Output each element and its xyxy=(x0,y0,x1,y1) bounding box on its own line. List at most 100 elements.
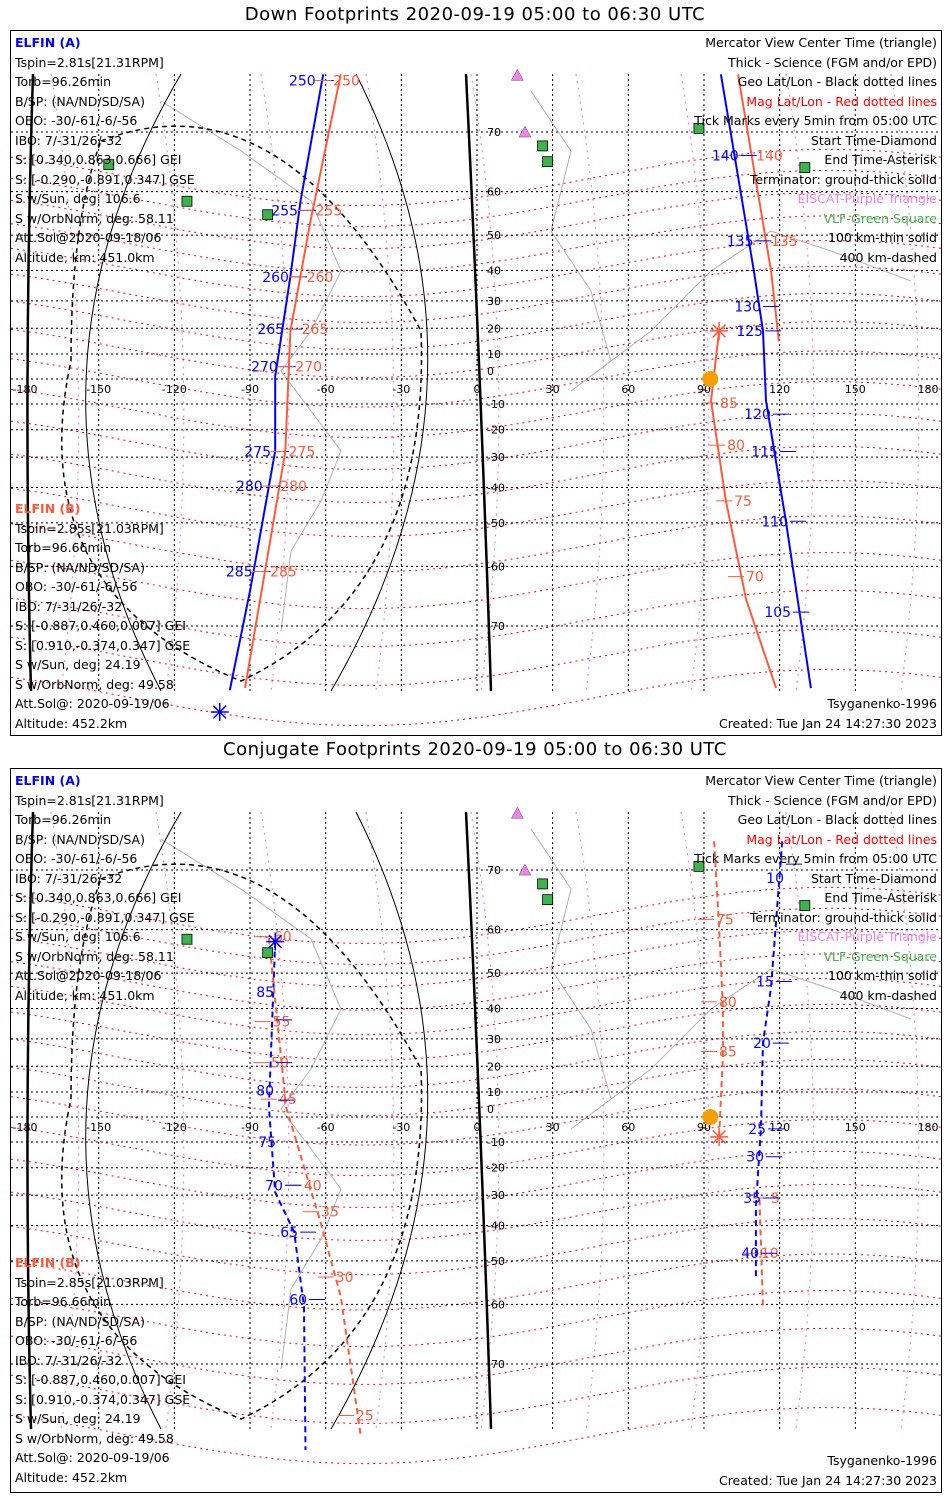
elfin-a-header: ELFIN (A) xyxy=(15,35,81,50)
terminator-100km-east xyxy=(330,73,429,692)
mag-meridian xyxy=(575,811,605,1430)
time-tick-label: 25 xyxy=(748,1122,766,1138)
lon-tick-label: -60 xyxy=(317,1121,335,1134)
lat-tick-label: -40 xyxy=(487,1220,505,1233)
legend-line: Terminator: ground-thick solid xyxy=(749,171,937,187)
lon-tick-label: 120 xyxy=(769,383,790,396)
elfin-a-info-line: S: [-0.290,-0.891,0.347] GSE xyxy=(15,909,195,925)
vlf-square-icon xyxy=(799,900,811,911)
time-tick-label: 255 xyxy=(271,203,298,219)
terminator-ground-west xyxy=(26,811,35,1430)
lat-tick-label: -30 xyxy=(487,1189,505,1202)
time-tick-label: 125 xyxy=(736,324,763,340)
mag-latitude-line xyxy=(11,1407,941,1465)
time-tick-label: 35 xyxy=(321,1205,339,1221)
elfin-b-track xyxy=(713,841,724,1137)
legend-line: EISCAT-Purple Triangle xyxy=(797,929,937,944)
elfin-a-info-line: S: [0.340,0.863,0.666] GEI xyxy=(15,152,182,167)
elfin-a-info-line: B/SP: (NA/ND/SD/SA) xyxy=(15,831,145,847)
lat-tick-label: -20 xyxy=(487,424,505,437)
legend: Mercator View Center Time (triangle) Thic… xyxy=(694,771,937,1005)
lon-tick-label: -180 xyxy=(13,1121,38,1134)
elfin-a-info-line: S w/Sun, deg: 106.6 xyxy=(15,191,141,206)
elfin-b-header: ELFIN (B) xyxy=(15,501,81,516)
legend-line: 400 km-dashed xyxy=(839,987,937,1003)
coastline xyxy=(160,90,912,632)
mag-meridian xyxy=(50,811,80,1430)
time-tick-label: 25 xyxy=(356,1408,374,1424)
time-tick-label: 285 xyxy=(226,564,253,580)
mag-meridian xyxy=(50,73,80,692)
elfin-b-info-line: S: [0.910,-0.374,0.347] GSE xyxy=(15,1391,191,1407)
lat-tick-label: 10 xyxy=(487,1086,501,1099)
time-tick-label: 280 xyxy=(280,479,307,495)
time-tick-label: 110 xyxy=(761,514,788,530)
time-tick-label: 135 xyxy=(771,234,798,250)
mag-meridian xyxy=(890,73,920,692)
eiscat-triangle-icon xyxy=(518,863,532,876)
lat-tick-label: -30 xyxy=(487,451,505,464)
mag-meridian xyxy=(575,73,605,692)
lon-tick-label: 0 xyxy=(474,1121,481,1134)
time-tick-label: 75 xyxy=(734,494,752,510)
elfin-a-track xyxy=(719,74,812,689)
legend-line: End Time-Asterisk xyxy=(824,890,937,905)
elfin-a-info-line: S w/OrbNorm, deg: 58.11 xyxy=(15,948,174,964)
legend-line: Geo Lat/Lon - Black dotted lines xyxy=(737,74,937,89)
mag-latitude-line xyxy=(11,1150,941,1208)
mag-latitude-line xyxy=(11,886,941,944)
lat-tick-label: 40 xyxy=(487,1002,501,1015)
time-tick-label: 10 xyxy=(761,1246,779,1262)
time-tick-label: 285 xyxy=(270,564,297,580)
elfin-b-info-line: S w/OrbNorm, deg: 49.58 xyxy=(15,676,174,692)
eiscat-triangle-icon xyxy=(510,806,524,819)
lat-tick-label: 30 xyxy=(487,295,501,308)
lon-tick-label: 30 xyxy=(546,383,560,396)
mag-latitude-line xyxy=(11,192,941,250)
lat-tick-label: -50 xyxy=(487,1255,505,1268)
lon-tick-label: -30 xyxy=(392,383,410,396)
lon-tick-label: -30 xyxy=(392,1121,410,1134)
legend-line: Mercator View Center Time (triangle) xyxy=(705,773,937,788)
time-tick-label: 280 xyxy=(236,479,263,495)
time-tick-label: 260 xyxy=(307,270,334,286)
time-tick-label: 20 xyxy=(753,1036,771,1052)
legend-line: Terminator: ground-thick solid xyxy=(749,909,937,925)
time-tick-label: 75 xyxy=(716,912,734,928)
lon-tick-label: 150 xyxy=(845,383,866,396)
mag-latitude-line xyxy=(11,148,941,206)
lon-tick-label: 0 xyxy=(474,383,481,396)
time-tick-label: 75 xyxy=(258,1135,276,1151)
vlf-square-icon xyxy=(693,860,705,872)
lat-tick-label: 20 xyxy=(487,322,501,335)
time-tick-label: 35 xyxy=(743,1191,761,1207)
vlf-square-icon xyxy=(537,140,548,152)
mag-latitude-line xyxy=(11,669,941,727)
elfin-a-info-line: B/SP: (NA/ND/SD/SA) xyxy=(15,93,145,109)
elfin-a-info-line: Att.Sol@2020-09-18/06 xyxy=(15,968,162,983)
lat-tick-label: 50 xyxy=(487,967,501,980)
time-tick-label: 250 xyxy=(289,74,316,90)
lat-tick-label: -20 xyxy=(487,1162,505,1175)
coastline xyxy=(160,828,912,1370)
mag-meridian xyxy=(785,811,815,1430)
mag-latitude-line xyxy=(11,907,941,965)
terminator-ground xyxy=(464,811,493,1430)
time-tick-label: 80 xyxy=(256,1084,274,1100)
elfin-a-info: ELFIN (A) Tspin=2.81s[21.31RPM] Torb=96.26… xyxy=(15,771,195,1005)
mag-latitude-line xyxy=(11,628,941,686)
lon-tick-label: 180 xyxy=(918,383,939,396)
elfin-b-info-line: OBO: -30/-61/-6/-56 xyxy=(15,579,138,594)
elfin-b-track xyxy=(737,74,780,342)
time-tick-label: 55 xyxy=(273,1015,291,1031)
elfin-b-info: ELFIN (B) Tspin=2.85s[21.03RPM] Torb=96.66… xyxy=(15,499,190,733)
end-time-asterisk-icon xyxy=(212,705,227,719)
lat-tick-label: -70 xyxy=(487,1358,505,1371)
time-tick-label: 60 xyxy=(289,1293,307,1309)
elfin-a-info-line: Altitude, km: 451.0km xyxy=(15,987,155,1003)
mag-meridian xyxy=(470,811,500,1430)
vlf-square-icon xyxy=(262,209,274,221)
elfin-a-info-line: S w/Sun, deg: 106.6 xyxy=(15,929,141,944)
mag-latitude-line xyxy=(11,1327,941,1385)
time-tick-label: 275 xyxy=(244,444,271,460)
